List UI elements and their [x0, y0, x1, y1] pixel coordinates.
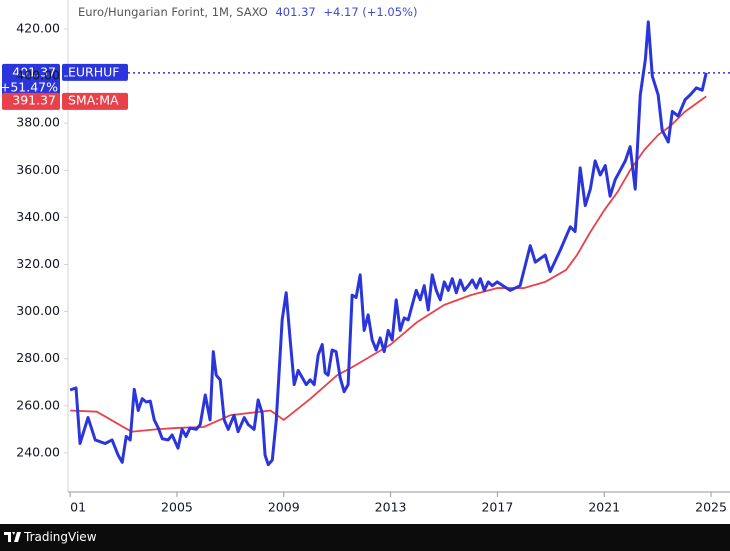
y-tick-label: 300.00 [16, 303, 60, 318]
sma-name-badge [62, 92, 128, 110]
legend-entry: SMA:MA [68, 92, 119, 107]
name-badge [62, 63, 128, 81]
header-price: 401.37 [275, 5, 316, 19]
y-tick-label: 380.00 [16, 115, 60, 130]
x-tick-label: 2025 [695, 500, 727, 515]
x-tick-label: 2009 [268, 500, 300, 515]
plot-area [69, 20, 708, 467]
y-tick-label: 280.00 [16, 350, 60, 365]
x-tick-label: 2005 [161, 500, 193, 515]
y-tick-label: 320.00 [16, 256, 60, 271]
footer-bar: TradingView [0, 524, 730, 551]
x-tick-label: 01 [70, 500, 86, 515]
y-tick-label: 400.00 [16, 68, 60, 83]
line-series [69, 20, 708, 467]
x-tick-label: 2017 [481, 500, 513, 515]
price-badge [2, 63, 60, 97]
sma-last: 391.37 [12, 92, 56, 107]
last-price: 401.37 [12, 64, 56, 79]
y-tick-label: 420.00 [16, 20, 60, 35]
price-badges: 401.37+51.47% EURHUF 391.37 SMA:MA [0, 63, 730, 110]
brand-name: TradingView [24, 530, 97, 544]
change-pct: +51.47% [0, 79, 58, 94]
header-change: +4.17 (+1.05%) [323, 5, 418, 19]
chart-title: Euro/Hungarian Forint, 1M, SAXO [78, 5, 268, 19]
y-tick-label: 340.00 [16, 209, 60, 224]
y-tick-label: 360.00 [16, 162, 60, 177]
sma-badge [2, 92, 60, 110]
x-tick-label: 2021 [588, 500, 620, 515]
brand-logo [4, 532, 21, 542]
x-tick-label: 2013 [375, 500, 407, 515]
header: Euro/Hungarian Forint, 1M, SAXO 401.37 +… [78, 5, 417, 19]
legend-entry: EURHUF [68, 64, 119, 79]
y-tick-label: 260.00 [16, 397, 60, 412]
y-tick-label: 240.00 [16, 444, 60, 459]
line-series [70, 95, 707, 433]
